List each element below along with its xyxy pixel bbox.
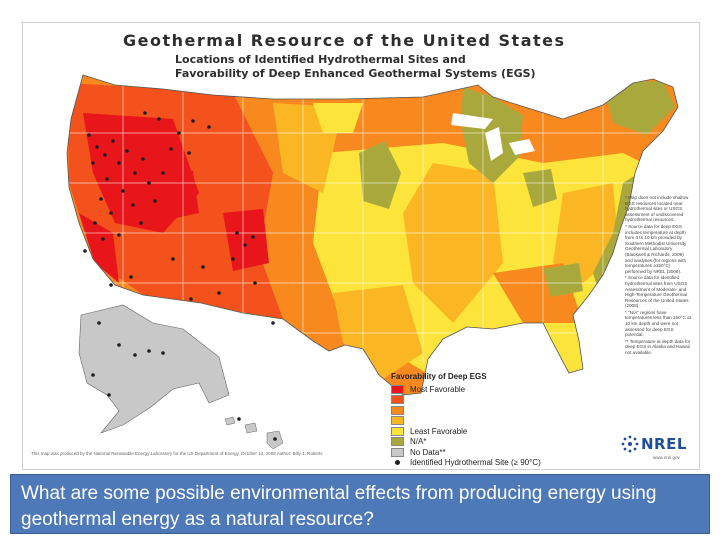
legend-label: N/A*: [410, 437, 427, 447]
legend-row: Most Favorable: [391, 384, 605, 395]
map-subtitle-line-2: Favorability of Deep Enhanced Geothermal…: [175, 67, 536, 80]
map-subtitle-line-1: Locations of Identified Hydrothermal Sit…: [175, 53, 466, 66]
legend-row: Identified Hydrothermal Site (≥ 90°C): [391, 458, 605, 469]
note-5: ** Temperature at depth data for deep EG…: [625, 338, 691, 356]
legend-row: [391, 395, 605, 406]
nrel-logo-text: NREL: [641, 435, 687, 453]
legend-row: No Data**: [391, 447, 605, 458]
map-notes: * Map does not include shallow EGS resou…: [625, 195, 691, 357]
nrel-logo-mark-icon: [621, 435, 639, 453]
legend-row: Least Favorable: [391, 426, 605, 437]
hydrothermal-site-icon: [391, 458, 404, 467]
map-legend: Favorability of Deep EGS Most Favorable …: [391, 372, 605, 468]
legend-swatch: [391, 447, 404, 457]
legend-title: Favorability of Deep EGS: [391, 372, 487, 381]
legend-label: No Data**: [410, 447, 446, 457]
geothermal-map: Geothermal Resource of the United States…: [22, 22, 700, 470]
map-credit: This map was produced by the National Re…: [31, 451, 323, 456]
nrel-logo: NREL www.nrel.gov: [619, 431, 693, 465]
note-3: * Source data for identified hydrotherma…: [625, 275, 689, 309]
legend-label: Identified Hydrothermal Site (≥ 90°C): [410, 458, 541, 468]
map-title: Geothermal Resource of the United States: [123, 31, 566, 50]
legend-row: N/A*: [391, 437, 605, 448]
legend-swatch: [391, 437, 404, 447]
nrel-logo-url: www.nrel.gov: [653, 455, 680, 460]
legend-row: [391, 416, 605, 427]
legend-swatch: [391, 405, 404, 415]
legend-row: [391, 405, 605, 416]
note-4: * "N/A" regions have temperatures less t…: [625, 309, 691, 338]
legend-swatch: [391, 416, 404, 426]
legend-swatch: [391, 384, 404, 394]
legend-swatch: [391, 426, 404, 436]
legend-label: Most Favorable: [410, 384, 466, 394]
us-map-graphic: [66, 74, 679, 450]
note-1: * Map does not include shallow EGS resou…: [625, 195, 689, 223]
legend-swatch: [391, 395, 404, 405]
note-2: * Source data for deep EGS includes temp…: [625, 223, 687, 274]
question-text: What are some possible environmental eff…: [10, 474, 710, 534]
legend-label: Least Favorable: [410, 426, 468, 436]
